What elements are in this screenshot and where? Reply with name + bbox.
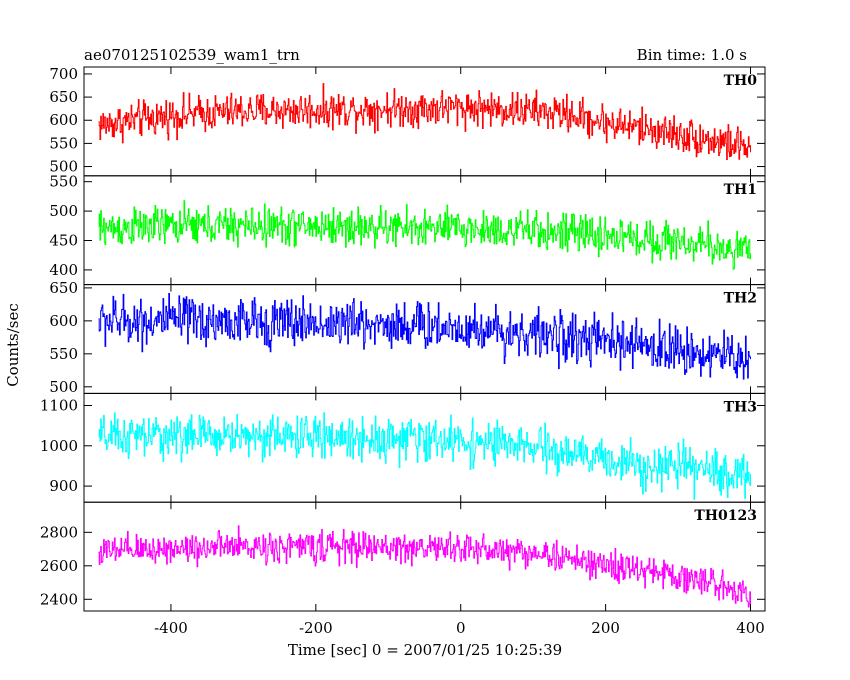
- series-line-th0123: [98, 525, 752, 608]
- y-tick-label: 450: [49, 231, 78, 249]
- y-tick-label: 400: [49, 261, 78, 279]
- bin-time-label: Bin time: 1.0 s: [637, 46, 747, 64]
- y-tick-label: 500: [49, 202, 78, 220]
- y-tick-label: 600: [49, 111, 78, 129]
- x-tick-label: 0: [456, 619, 466, 637]
- y-tick-label: 550: [49, 173, 78, 191]
- y-tick-label: 2800: [40, 523, 78, 541]
- x-axis: -400 -200 0 200 400: [154, 619, 765, 637]
- y-tick-label: 900: [49, 477, 78, 495]
- y-tick-label: 500: [49, 158, 78, 176]
- x-tick-label: -200: [299, 619, 333, 637]
- series-line-th3: [98, 412, 752, 500]
- x-tick-label: -400: [154, 619, 188, 637]
- y-tick-label: 1000: [40, 437, 78, 455]
- chart-title: ae070125102539_wam1_trn: [84, 46, 300, 64]
- panel-label: TH0: [724, 73, 758, 89]
- x-tick-label: 200: [591, 619, 620, 637]
- y-tick-label: 500: [49, 378, 78, 396]
- y-tick-label: 550: [49, 345, 78, 363]
- y-axis-label: Counts/sec: [4, 303, 22, 387]
- panel-th2: 500 550 600 650 TH2: [49, 279, 766, 396]
- series-line-th2: [98, 292, 752, 380]
- y-tick-label: 600: [49, 312, 78, 330]
- y-tick-label: 700: [49, 65, 78, 83]
- panel-label: TH0123: [694, 508, 757, 524]
- y-tick-label: 1100: [40, 396, 78, 414]
- panel-th0123: 2400 2600 2800 TH0123: [40, 501, 766, 612]
- panel-label: TH1: [724, 182, 757, 198]
- panel-label: TH2: [724, 291, 757, 307]
- x-axis-label: Time [sec] 0 = 2007/01/25 10:25:39: [288, 641, 562, 659]
- panel-frame: [83, 501, 766, 612]
- y-tick-label: 550: [49, 134, 78, 152]
- panel-th0: 500 550 600 650 700 TH0: [49, 65, 766, 177]
- panel-th1: 400 450 500 550 TH1: [49, 173, 766, 286]
- series-line-th1: [98, 200, 752, 270]
- y-tick-label: 2400: [40, 590, 78, 608]
- y-tick-label: 650: [49, 279, 78, 297]
- y-tick-label: 650: [49, 88, 78, 106]
- y-tick-label: 2600: [40, 557, 78, 575]
- series-line-th0: [98, 83, 752, 161]
- panel-th3: 900 1000 1100 TH3: [40, 392, 766, 503]
- panel-label: TH3: [724, 399, 757, 415]
- x-tick-label: 400: [736, 619, 765, 637]
